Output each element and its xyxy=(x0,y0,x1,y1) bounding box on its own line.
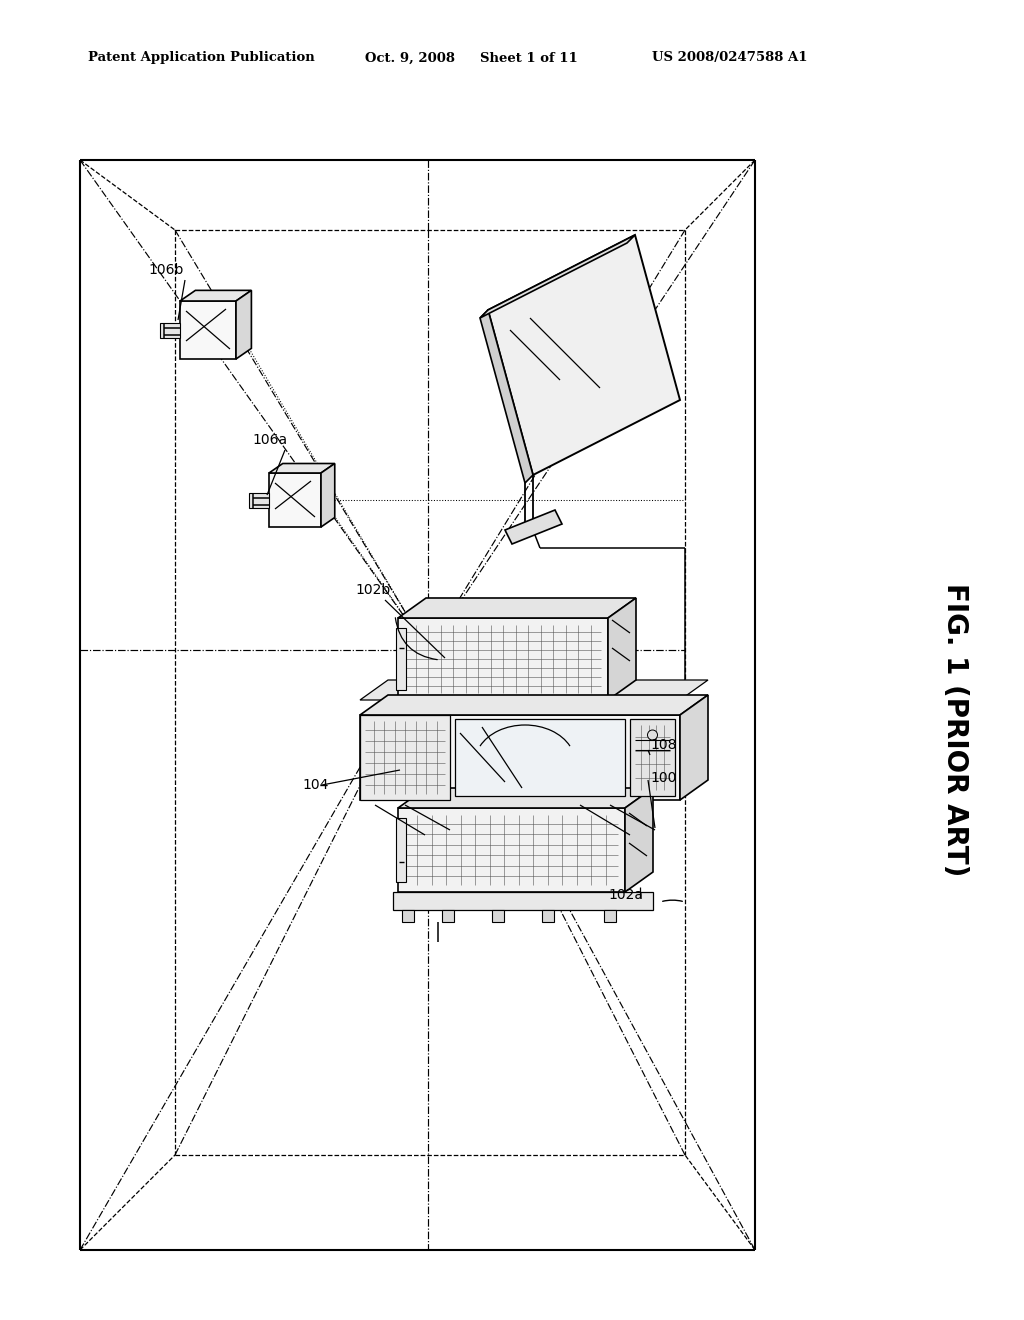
Circle shape xyxy=(647,730,657,741)
Polygon shape xyxy=(608,598,636,700)
Polygon shape xyxy=(542,909,554,921)
Polygon shape xyxy=(393,892,653,909)
Polygon shape xyxy=(604,909,616,921)
Polygon shape xyxy=(480,310,534,483)
Polygon shape xyxy=(398,618,608,700)
Polygon shape xyxy=(480,235,635,318)
Text: 106a: 106a xyxy=(252,433,287,447)
Text: Patent Application Publication: Patent Application Publication xyxy=(88,51,314,65)
Polygon shape xyxy=(455,719,625,796)
Polygon shape xyxy=(396,818,406,882)
Polygon shape xyxy=(236,290,252,359)
Polygon shape xyxy=(180,301,236,359)
Polygon shape xyxy=(269,473,321,527)
Polygon shape xyxy=(180,290,252,301)
Polygon shape xyxy=(360,696,708,715)
Polygon shape xyxy=(398,598,636,618)
Text: 106b: 106b xyxy=(148,263,183,277)
Polygon shape xyxy=(625,788,653,892)
Text: 108: 108 xyxy=(650,738,677,752)
Polygon shape xyxy=(269,463,335,473)
Polygon shape xyxy=(398,808,625,892)
Polygon shape xyxy=(360,715,450,800)
Polygon shape xyxy=(492,909,504,921)
Polygon shape xyxy=(321,463,335,527)
Text: 102a: 102a xyxy=(608,888,643,902)
Polygon shape xyxy=(680,696,708,800)
Text: Oct. 9, 2008: Oct. 9, 2008 xyxy=(365,51,455,65)
Polygon shape xyxy=(630,719,675,796)
Polygon shape xyxy=(488,235,680,475)
Text: Sheet 1 of 11: Sheet 1 of 11 xyxy=(480,51,578,65)
Text: 104: 104 xyxy=(302,777,329,792)
Polygon shape xyxy=(360,715,680,800)
Text: 100: 100 xyxy=(650,771,677,785)
Polygon shape xyxy=(249,492,269,508)
Polygon shape xyxy=(402,909,414,921)
Polygon shape xyxy=(505,510,562,544)
Text: US 2008/0247588 A1: US 2008/0247588 A1 xyxy=(652,51,808,65)
Text: 102b: 102b xyxy=(355,583,390,597)
Polygon shape xyxy=(396,628,406,690)
Polygon shape xyxy=(360,680,708,700)
Polygon shape xyxy=(160,323,180,338)
Polygon shape xyxy=(398,788,653,808)
Text: FIG. 1 (PRIOR ART): FIG. 1 (PRIOR ART) xyxy=(941,583,969,876)
Polygon shape xyxy=(442,909,454,921)
